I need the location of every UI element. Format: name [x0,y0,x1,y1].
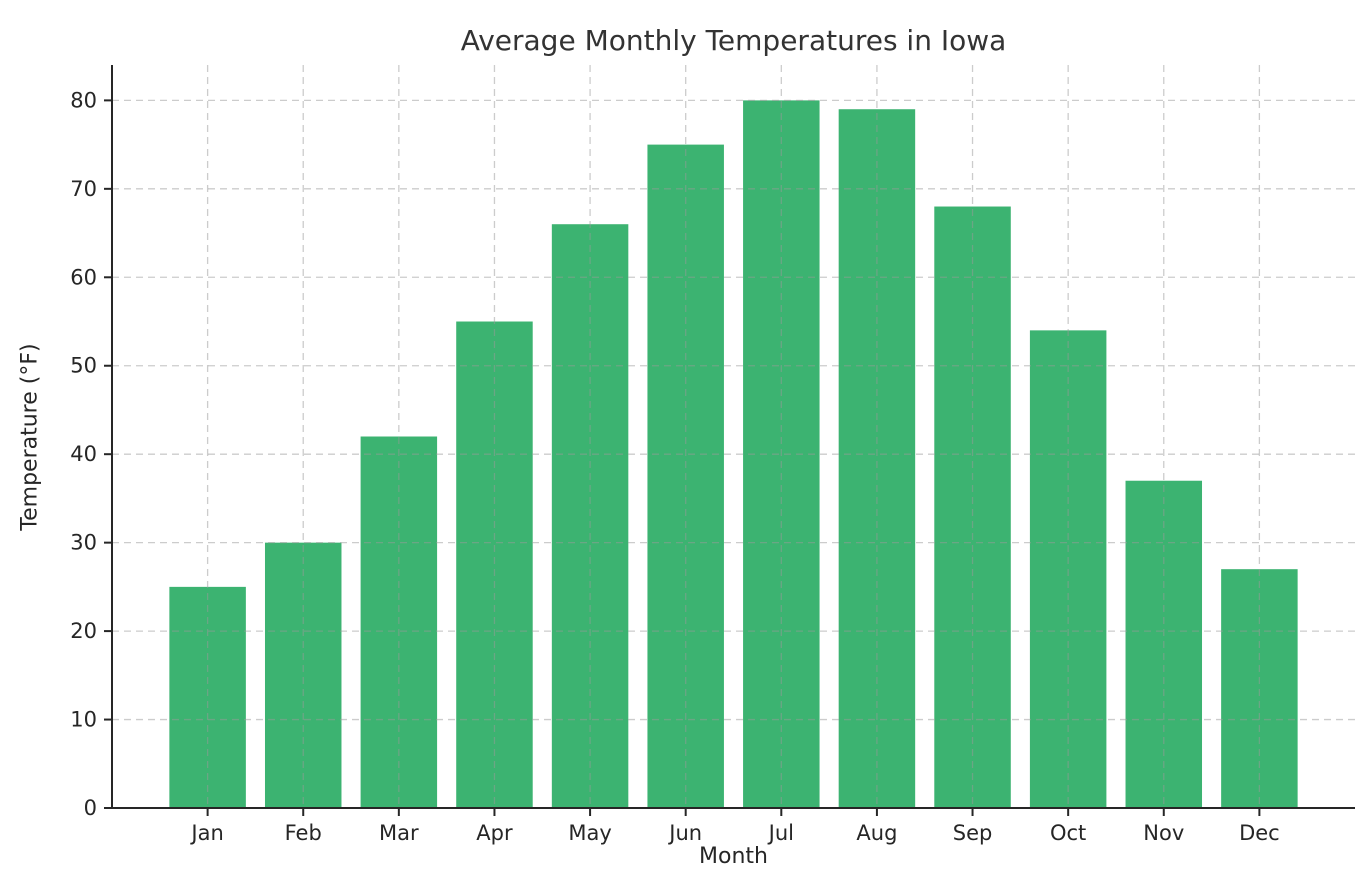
y-tick-label: 30 [70,531,97,555]
x-tick-label: Apr [476,821,513,845]
x-tick-label: Oct [1050,821,1086,845]
y-tick-label: 80 [70,88,97,112]
x-axis-label: Month [699,844,768,869]
x-tick-label: Jan [189,821,223,845]
x-tick-label: May [568,821,611,845]
y-tick-label: 20 [70,619,97,643]
y-tick-label: 10 [70,708,97,732]
x-tick-label: Nov [1143,821,1184,845]
x-tick-label: Jun [667,821,702,845]
y-tick-label: 50 [70,354,97,378]
y-tick-label: 40 [70,442,97,466]
x-tick-label: Jul [767,821,794,845]
x-tick-label: Mar [379,821,419,845]
y-tick-label: 60 [70,265,97,289]
y-tick-label: 70 [70,177,97,201]
x-tick-label: Dec [1239,821,1280,845]
x-tick-label: Sep [953,821,993,845]
chart-title: Average Monthly Temperatures in Iowa [460,24,1007,57]
y-tick-label: 0 [84,796,97,820]
x-tick-label: Aug [856,821,897,845]
x-tick-label: Feb [285,821,322,845]
